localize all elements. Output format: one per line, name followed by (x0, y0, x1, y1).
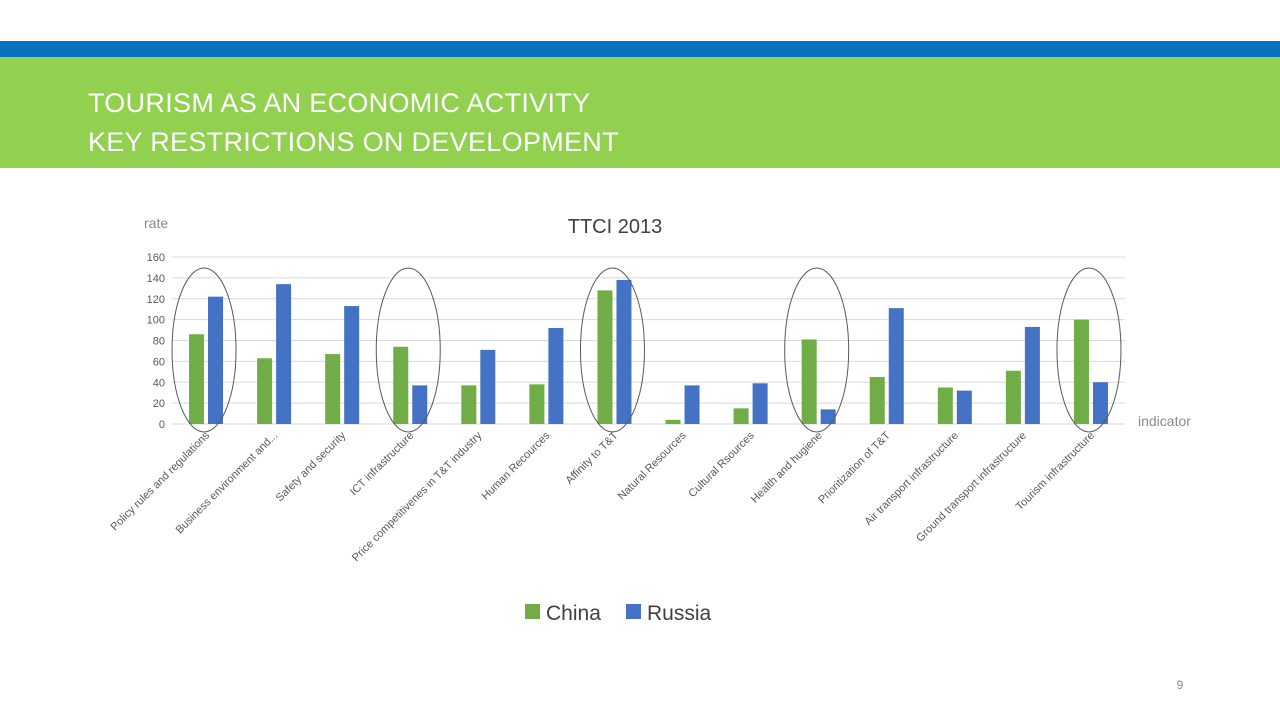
bar-china (461, 385, 477, 424)
bar-russia (888, 308, 904, 424)
x-tick-label: Cultural Rsources (686, 429, 757, 500)
x-tick-label: Natural Resources (616, 429, 689, 502)
slide-title-line-2: KEY RESTRICTIONS ON DEVELOPMENT (88, 127, 619, 157)
bar-russia (1092, 382, 1108, 424)
y-tick-label: 100 (147, 315, 165, 327)
bar-china (189, 334, 205, 424)
bar-russia (820, 409, 836, 424)
y-tick-label: 80 (153, 336, 165, 348)
bar-russia (208, 296, 224, 424)
bar-russia (684, 385, 700, 424)
bar-russia (616, 279, 632, 424)
bar-china (937, 387, 953, 424)
header-blue-stripe (0, 41, 1280, 57)
bar-russia (956, 390, 972, 424)
x-tick-label: Price competitivenes in T&T industry (350, 429, 485, 564)
x-tick-label: Safety and security (274, 429, 349, 504)
y-tick-label: 140 (147, 273, 165, 285)
bar-china (597, 290, 613, 424)
page-number: 9 (1176, 678, 1184, 692)
highlight-ellipse (1056, 267, 1122, 433)
legend-label-russia: Russia (647, 602, 712, 625)
legend-swatch-russia (626, 604, 641, 619)
y-tick-label: 40 (153, 377, 165, 389)
highlight-ellipse (375, 267, 441, 433)
bar-russia (412, 385, 428, 424)
highlight-ellipse (171, 267, 237, 433)
bar-china (529, 384, 545, 424)
chart-legend: China Russia (525, 602, 712, 625)
x-tick-label: Ground transport infrastructure (914, 430, 1029, 545)
bar-china (393, 346, 409, 424)
bar-china (1073, 319, 1089, 424)
bar-china (1005, 370, 1021, 424)
y-axis-label: rate (144, 215, 168, 231)
bar-russia (1024, 326, 1040, 424)
bar-china (665, 419, 681, 424)
chart-title: TTCI 2013 (568, 216, 662, 238)
y-tick-label: 60 (153, 356, 165, 368)
bar-russia (752, 383, 768, 424)
x-tick-label: Human Recources (480, 429, 553, 502)
header-green-band (0, 57, 1280, 168)
y-tick-label: 20 (153, 398, 165, 410)
legend-label-china: China (546, 602, 601, 625)
x-tick-label: Affinity to T&T (564, 429, 621, 486)
x-tick-label: Prioritization of T&T (816, 429, 893, 506)
y-tick-label: 0 (159, 419, 165, 431)
bar-china (325, 354, 341, 424)
x-tick-label: ICT infrastructure (348, 430, 416, 498)
bar-china (733, 408, 749, 424)
highlight-ellipse (784, 267, 850, 433)
bar-russia (548, 327, 564, 424)
bar-russia (480, 349, 496, 424)
x-tick-label: Tourism infrastructure (1014, 430, 1097, 513)
bar-china (801, 339, 817, 424)
slide-title-line-1: TOURISM AS AN ECONOMIC ACTIVITY (88, 88, 591, 118)
bar-china (257, 358, 273, 424)
bar-china (869, 377, 885, 424)
bar-russia (276, 284, 292, 424)
y-tick-label: 120 (147, 294, 165, 306)
y-tick-label: 160 (147, 252, 165, 264)
bar-russia (344, 306, 360, 424)
highlight-ellipse (579, 267, 645, 433)
legend-swatch-china (525, 604, 540, 619)
x-axis-label: indicator (1138, 413, 1191, 429)
x-tick-label: Health and hugiene (749, 430, 825, 506)
